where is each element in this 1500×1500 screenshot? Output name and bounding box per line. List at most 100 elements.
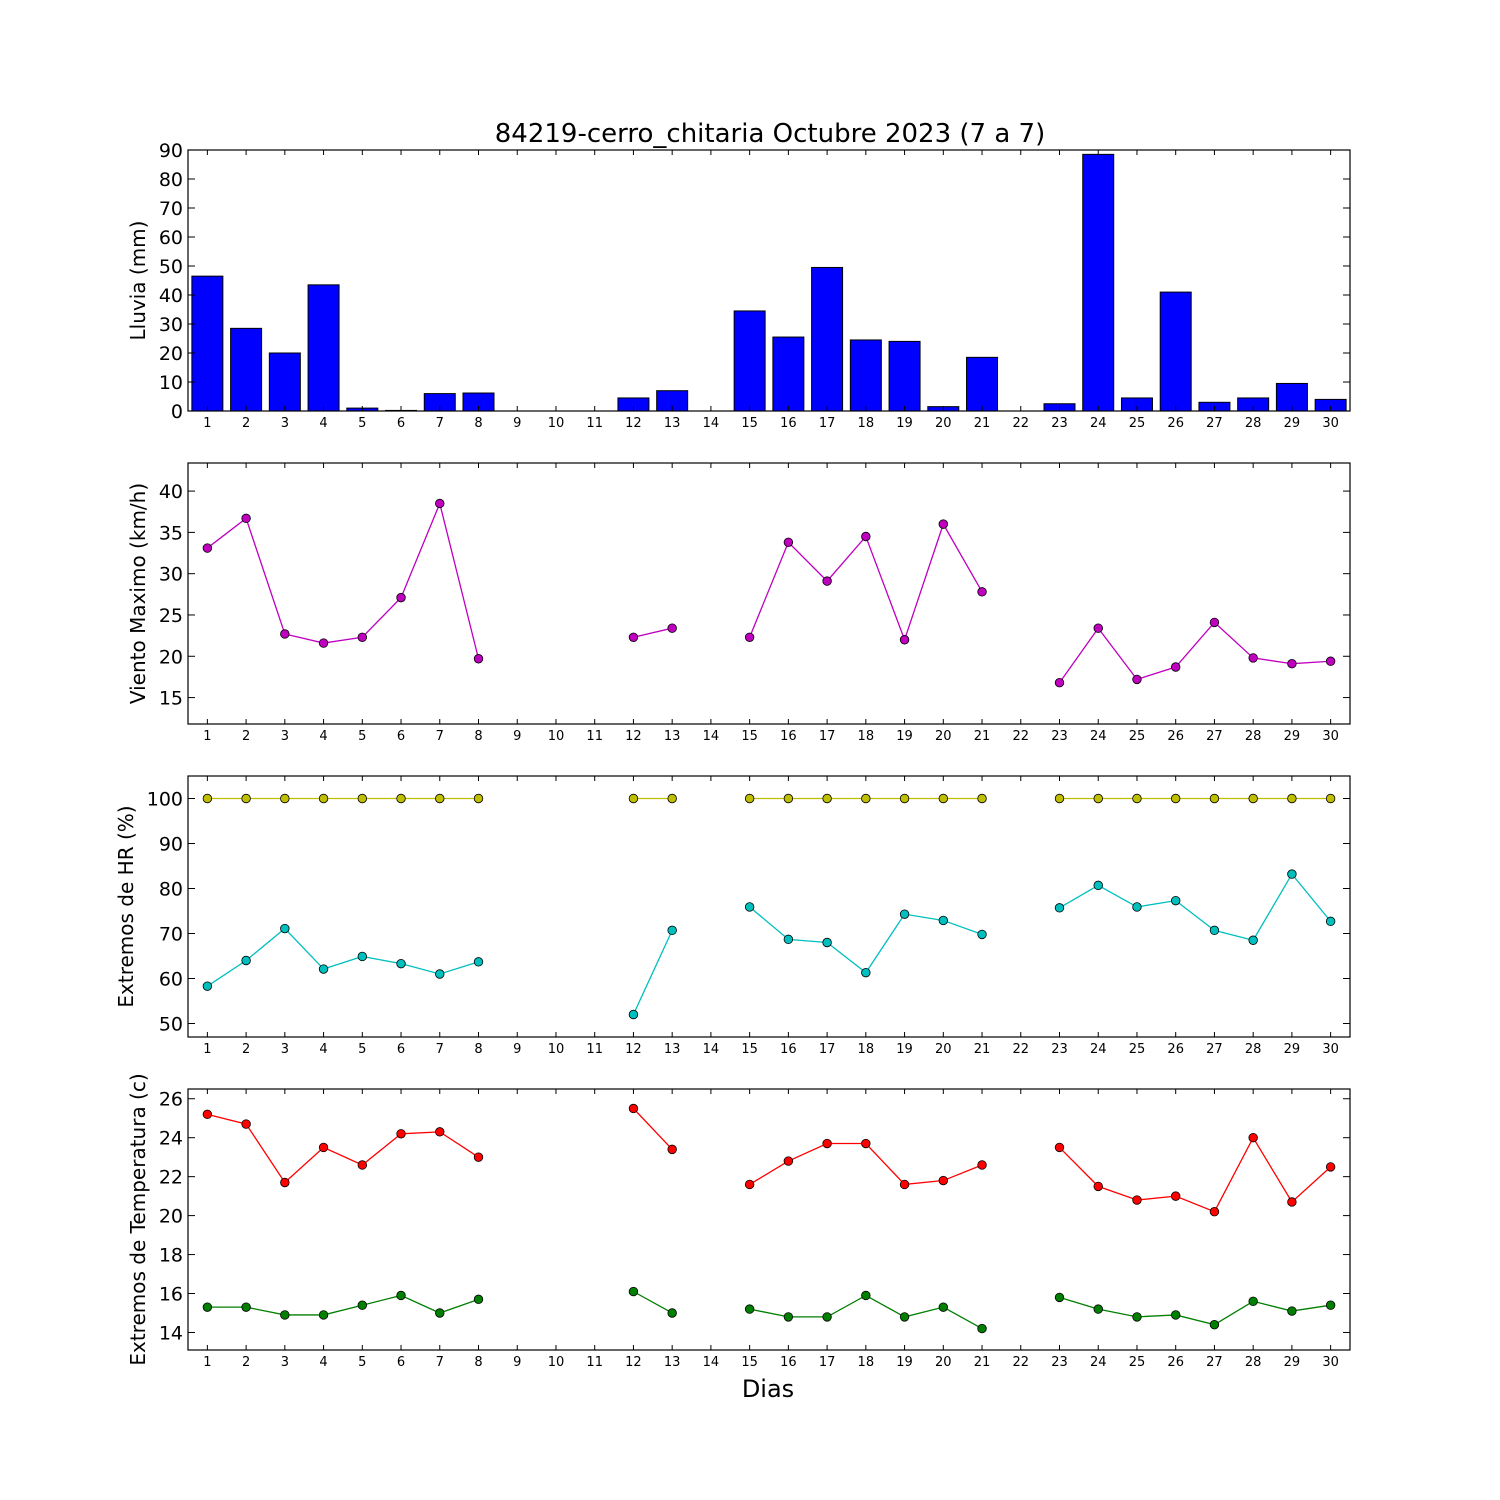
x-tick-label: 18 xyxy=(858,416,875,431)
x-tick-label: 16 xyxy=(780,729,797,744)
bar-day-15 xyxy=(733,310,766,412)
series-1-point-day-21 xyxy=(977,587,987,597)
x-tick-label: 10 xyxy=(548,1355,565,1370)
series-1-point-day-2 xyxy=(241,513,251,524)
x-tick-label: 2 xyxy=(242,416,250,431)
series-1-point-day-26 xyxy=(1170,662,1181,672)
x-tick-label: 24 xyxy=(1090,1042,1107,1057)
series-2-point-day-5 xyxy=(357,1300,368,1310)
y-tick-label: 26 xyxy=(159,1089,183,1111)
series-1-point-day-20 xyxy=(938,1175,949,1186)
x-tick-label: 30 xyxy=(1322,416,1339,431)
x-tick-label: 10 xyxy=(548,729,565,744)
bar-day-24 xyxy=(1082,153,1115,412)
series-1-point-day-2 xyxy=(241,1119,251,1129)
y-tick-label: 30 xyxy=(159,314,183,336)
y-tick-label: 90 xyxy=(159,834,183,856)
series-2-line-segment-2 xyxy=(633,1290,673,1314)
series-1-point-day-29 xyxy=(1287,793,1297,804)
series-1-point-day-13 xyxy=(667,1144,677,1155)
x-tick-label: 11 xyxy=(586,729,603,744)
series-2-point-day-26 xyxy=(1170,895,1181,906)
x-tick-label: 10 xyxy=(548,416,565,431)
bar-day-26 xyxy=(1159,291,1192,412)
x-tick-label: 11 xyxy=(586,1355,603,1370)
x-tick-label: 27 xyxy=(1206,1355,1223,1370)
x-tick-label: 27 xyxy=(1206,416,1223,431)
series-1-point-day-16 xyxy=(783,793,794,804)
series-2-point-day-17 xyxy=(822,937,832,948)
series-1-point-day-29 xyxy=(1287,659,1297,669)
series-1-point-day-24 xyxy=(1093,793,1103,804)
x-tick-label: 19 xyxy=(896,1042,913,1057)
series-2-point-day-23 xyxy=(1054,903,1065,913)
series-2-point-day-7 xyxy=(435,1308,445,1318)
bar-day-1 xyxy=(191,275,224,412)
series-1-point-day-23 xyxy=(1054,1142,1065,1153)
plot-frame xyxy=(187,1088,1351,1351)
bar-day-16 xyxy=(772,336,805,412)
series-1-point-day-25 xyxy=(1132,793,1142,804)
x-tick-label: 3 xyxy=(281,1355,289,1370)
x-tick-label: 17 xyxy=(819,416,836,431)
y-axis-label: Viento Maximo (km/h) xyxy=(126,483,150,704)
y-tick-label: 50 xyxy=(159,256,183,278)
x-tick-label: 10 xyxy=(548,1042,565,1057)
y-tick-label: 20 xyxy=(159,1206,183,1228)
x-tick-label: 25 xyxy=(1129,1042,1146,1057)
series-2-point-day-15 xyxy=(744,1304,755,1314)
series-1-point-day-13 xyxy=(667,623,677,633)
series-2-point-day-28 xyxy=(1248,1296,1258,1307)
y-tick-label: 25 xyxy=(159,605,183,627)
y-tick-label: 60 xyxy=(159,227,183,249)
series-1-point-day-7 xyxy=(435,1127,445,1137)
y-tick-label: 70 xyxy=(159,198,183,220)
y-tick-label: 20 xyxy=(159,343,183,365)
x-tick-label: 29 xyxy=(1284,416,1301,431)
x-tick-label: 22 xyxy=(1012,1042,1029,1057)
series-2-point-day-24 xyxy=(1093,1304,1103,1314)
x-tick-label: 8 xyxy=(474,1042,482,1057)
x-tick-label: 9 xyxy=(513,1355,521,1370)
series-1-point-day-18 xyxy=(861,531,871,542)
x-tick-label: 1 xyxy=(203,1355,211,1370)
x-tick-label: 7 xyxy=(436,1355,444,1370)
series-2-point-day-21 xyxy=(977,929,987,940)
series-1-point-day-17 xyxy=(822,793,832,804)
x-tick-label: 4 xyxy=(319,1355,327,1370)
x-tick-label: 30 xyxy=(1322,729,1339,744)
series-2-point-day-27 xyxy=(1209,925,1220,936)
series-1-point-day-28 xyxy=(1248,793,1258,804)
series-1-point-day-30 xyxy=(1325,793,1336,804)
series-2-point-day-6 xyxy=(396,1290,406,1301)
x-tick-label: 12 xyxy=(625,1355,642,1370)
x-tick-label: 14 xyxy=(703,1042,720,1057)
plot-frame xyxy=(187,462,1351,725)
y-tick-label: 80 xyxy=(159,879,183,901)
series-1-line-segment-2 xyxy=(632,1108,673,1150)
series-1-point-day-27 xyxy=(1209,793,1220,804)
x-tick-label: 29 xyxy=(1284,1042,1301,1057)
x-tick-label: 16 xyxy=(780,416,797,431)
series-2-point-day-16 xyxy=(783,934,794,945)
y-tick-label: 40 xyxy=(159,285,183,307)
x-tick-label: 20 xyxy=(935,1042,952,1057)
series-1-point-day-6 xyxy=(396,592,406,603)
series-1-point-day-27 xyxy=(1209,1207,1220,1217)
x-tick-label: 13 xyxy=(664,416,681,431)
series-2-point-day-25 xyxy=(1132,902,1142,912)
x-tick-label: 14 xyxy=(703,729,720,744)
series-1-point-day-17 xyxy=(822,576,832,586)
y-tick-label: 100 xyxy=(147,789,183,811)
series-1-point-day-3 xyxy=(280,629,290,639)
y-tick-label: 35 xyxy=(159,522,183,544)
plot-frame xyxy=(187,149,1351,412)
x-tick-label: 17 xyxy=(819,1355,836,1370)
series-1-point-day-7 xyxy=(435,498,445,509)
x-tick-label: 15 xyxy=(741,729,758,744)
y-tick-label: 10 xyxy=(159,372,183,394)
x-tick-label: 23 xyxy=(1051,1042,1068,1057)
series-1-point-day-25 xyxy=(1132,1195,1142,1205)
